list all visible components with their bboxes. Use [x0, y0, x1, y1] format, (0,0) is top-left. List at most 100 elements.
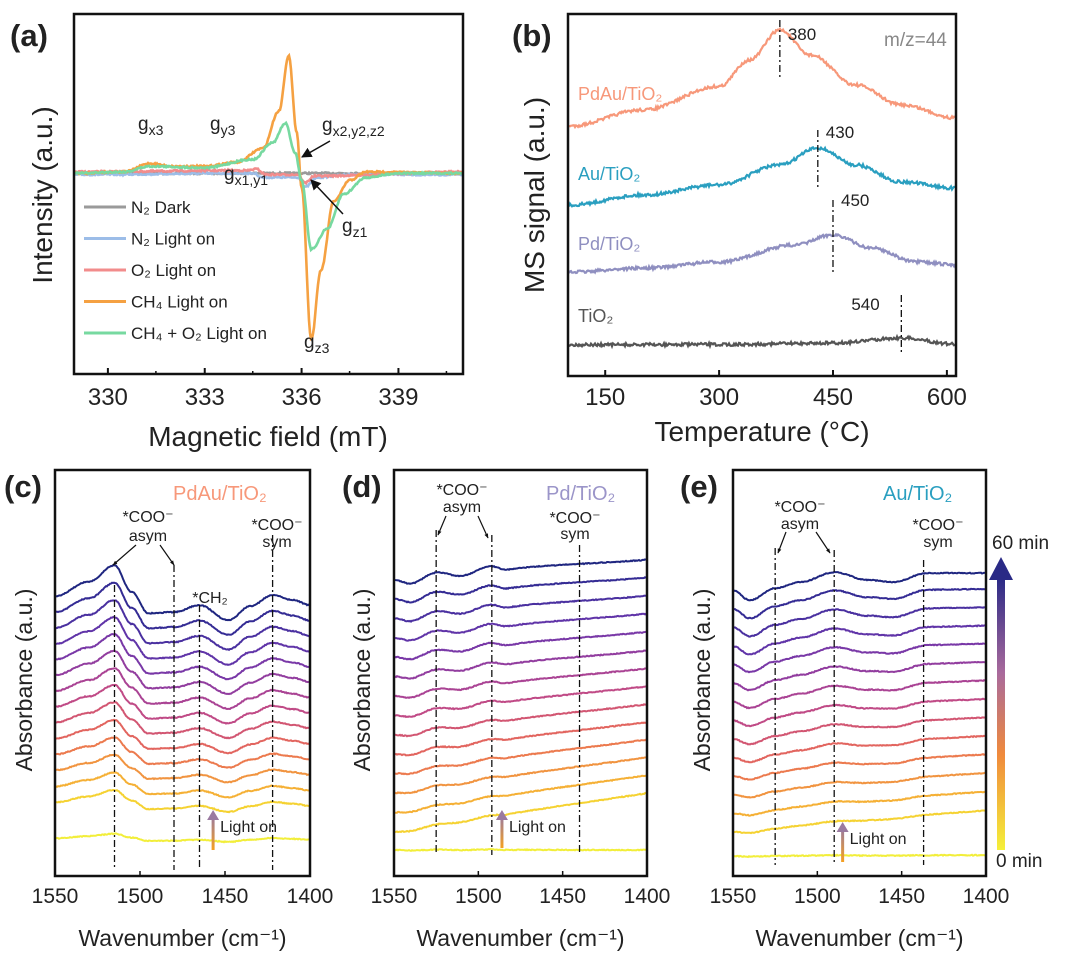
series-line-0: [568, 26, 956, 130]
x-tick-label: 300: [699, 384, 739, 411]
spectrum-line-6: [55, 701, 310, 740]
spectrum-line-5: [55, 718, 310, 755]
colorbar-bottom-label: 0 min: [996, 851, 1042, 872]
time-colorbar: 60 min 0 min: [989, 533, 1049, 872]
peak-label: *CH₂: [192, 590, 228, 607]
spectrum-line-10: [55, 632, 310, 681]
sample-label: Pd/TiO₂: [546, 483, 615, 505]
spectrum-line-1: [55, 789, 309, 814]
spectrum-line-2: [394, 774, 647, 814]
light-on-label: Light on: [220, 819, 277, 836]
series-group: [733, 570, 986, 859]
spectrum-line-11: [733, 624, 986, 656]
peak-sublabel: asym: [443, 499, 481, 516]
peak-label: *COO⁻: [122, 509, 173, 526]
peak-sublabel: asym: [781, 516, 819, 533]
panel-label-a: (a): [10, 18, 48, 53]
spectrum-line-1: [394, 792, 647, 834]
sample-label: PdAu/TiO₂: [173, 483, 267, 505]
peak-sublabel: sym: [262, 534, 291, 551]
annotation-arrow: [477, 515, 489, 539]
light-on-arrow-shaft: [500, 816, 504, 848]
peak-label: 540: [851, 295, 879, 314]
x-tick-label: 1550: [32, 885, 79, 908]
spectrum-line-9: [55, 649, 310, 696]
spectrum-line-10: [733, 642, 986, 674]
series-label: TiO₂: [578, 306, 613, 326]
x-tick-label: 1450: [878, 885, 925, 908]
spectrum-line-11: [55, 615, 310, 666]
plot-frame-c: [53, 468, 312, 878]
light-on-label: Light on: [509, 819, 566, 836]
legend-label: N₂ Light on: [131, 230, 215, 249]
x-tick-label: 1400: [624, 885, 671, 908]
spectrum-line-14: [394, 558, 647, 585]
series-label: Au/TiO₂: [578, 164, 640, 184]
x-tick-label: 150: [585, 384, 625, 411]
x-tick-label: 1550: [371, 885, 418, 908]
panel-label-b: (b): [512, 18, 552, 53]
series-label: PdAu/TiO₂: [578, 84, 662, 104]
peak-label: *COO⁻: [774, 499, 825, 516]
sample-label: Au/TiO₂: [883, 483, 952, 505]
spectrum-line-7: [394, 685, 647, 719]
spectrum-line-2: [734, 790, 986, 817]
series-line-2: [568, 232, 957, 275]
peak-sublabel: asym: [129, 528, 167, 545]
x-tick-label: 1400: [963, 885, 1010, 908]
spectrum-line-2: [55, 771, 310, 799]
annotation-gx3: gx3: [138, 114, 164, 138]
peak-sublabel: sym: [560, 526, 589, 543]
spectrum-line-6: [733, 716, 986, 746]
plot-frame-a: [72, 12, 465, 376]
plot-frame-d: [392, 468, 649, 878]
spectrum-line-13: [734, 587, 986, 620]
annotation-gx1y1: gx1,y1: [224, 164, 268, 188]
arrow-up-icon: [836, 822, 849, 832]
spectrum-line-3: [55, 753, 310, 784]
annotation-gz1: gz1: [342, 216, 368, 240]
peak-label: 380: [788, 25, 816, 44]
x-axis-label-e: Wavenumber (cm⁻¹): [755, 925, 963, 951]
series-group: [394, 558, 647, 852]
spectrum-line-14: [733, 570, 986, 602]
peak-label: *COO⁻: [912, 517, 963, 534]
x-ticks-b: 150 300 450 600: [585, 370, 967, 411]
series-labels-b: 380 PdAu/TiO₂ 430 Au/TiO₂ 450 Pd/TiO₂ 540 TiO₂: [578, 25, 880, 326]
spectrum-line-13: [55, 581, 309, 637]
peak-label: 430: [826, 123, 854, 142]
mz-annotation: m/z=44: [884, 30, 947, 51]
annotation-arrow: [437, 515, 447, 536]
spectrum-line-0: [733, 853, 985, 859]
spectrum-line-12: [394, 594, 647, 623]
annotation-gx2y2z2: gx2,y2,z2: [322, 115, 385, 139]
peak-label: *COO⁻: [251, 517, 302, 534]
series-line-3: [74, 52, 463, 341]
spectrum-line-11: [394, 612, 647, 642]
spectrum-line-5: [733, 734, 986, 764]
x-tick-label: 1500: [117, 885, 164, 908]
spectrum-line-13: [395, 576, 647, 604]
spectrum-line-4: [55, 736, 310, 769]
series-group: [73, 52, 463, 341]
spectrum-line-10: [394, 630, 647, 661]
spectrum-line-5: [394, 721, 647, 757]
spectrum-line-1: [733, 809, 986, 835]
series-line-4: [74, 120, 463, 253]
arrow-up-icon: [495, 810, 508, 820]
y-axis-label-b: MS signal (a.u.): [519, 97, 550, 293]
spectrum-line-7: [55, 683, 309, 725]
series-line-1: [567, 145, 956, 208]
series-group: [55, 564, 310, 844]
panel-label-e: (e): [680, 469, 718, 504]
x-tick-label: 1450: [539, 885, 586, 908]
x-tick-label: 1500: [455, 885, 502, 908]
x-tick-label: 1400: [287, 885, 334, 908]
legend-label: CH₄ Light on: [131, 293, 228, 312]
x-axis-label-a: Magnetic field (mT): [148, 421, 388, 452]
spectrum-line-7: [733, 697, 986, 728]
spectrum-line-9: [394, 649, 647, 680]
